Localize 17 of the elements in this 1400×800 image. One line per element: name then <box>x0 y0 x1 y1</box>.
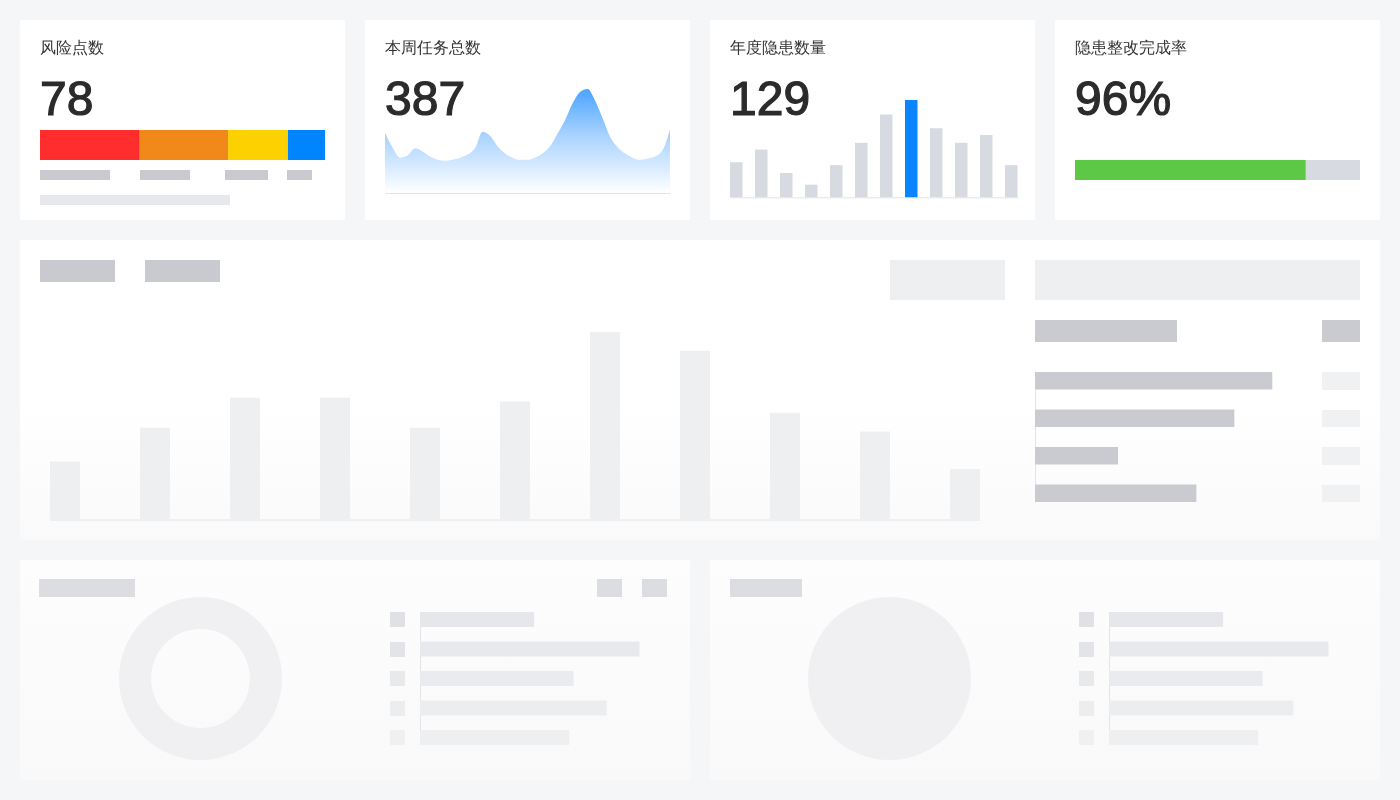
text: 387 <box>385 72 466 126</box>
bar <box>287 130 325 160</box>
bar <box>228 130 288 160</box>
text: 隐患整改完成率 <box>1075 39 1187 56</box>
text: 78 <box>40 72 94 126</box>
bar <box>40 130 140 160</box>
bar <box>1035 447 1119 465</box>
bar <box>905 100 918 198</box>
bar <box>1035 409 1235 428</box>
bar <box>1035 372 1273 390</box>
text: 129 <box>730 72 811 126</box>
text: 风险点数 <box>40 39 104 56</box>
bar <box>139 130 229 160</box>
text: 96% <box>1075 72 1172 126</box>
bar <box>1035 484 1197 503</box>
text: 年度隐患数量 <box>730 39 826 56</box>
text: 本周任务总数 <box>385 39 481 56</box>
